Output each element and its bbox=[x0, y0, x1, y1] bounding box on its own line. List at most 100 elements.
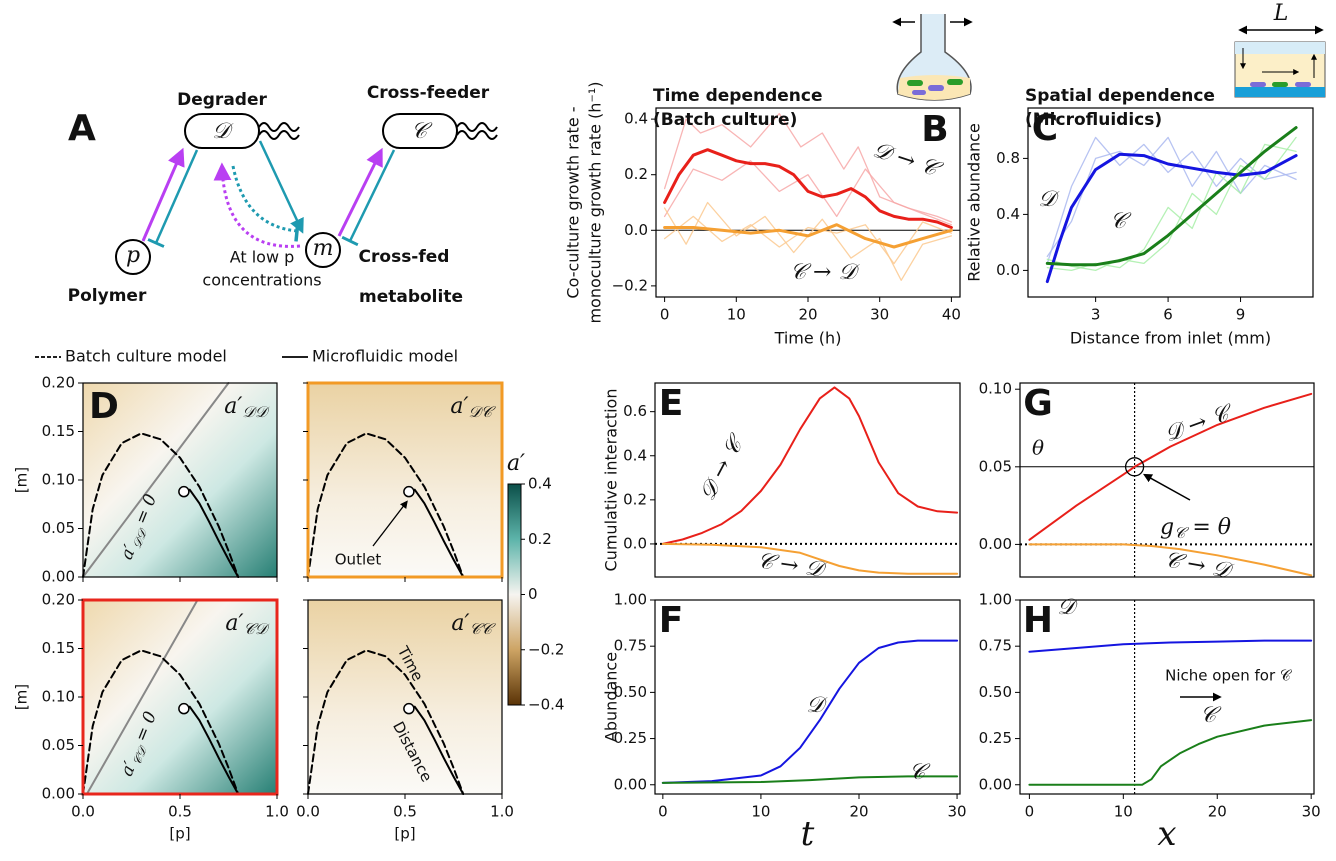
series-line bbox=[1045, 152, 1298, 284]
replicate-line bbox=[663, 215, 953, 265]
label-part: a′ bbox=[225, 611, 243, 636]
pointer-arrow bbox=[372, 500, 408, 547]
arrow bbox=[141, 147, 185, 242]
heatmap bbox=[308, 600, 502, 794]
series-line bbox=[661, 386, 959, 545]
y-tick-label: 0.50 bbox=[614, 683, 647, 701]
y-tick-label: 1.00 bbox=[979, 591, 1012, 609]
panel-letter: C bbox=[1032, 108, 1058, 149]
node bbox=[305, 232, 341, 268]
axes-frame bbox=[654, 382, 961, 578]
outlet bbox=[403, 702, 415, 715]
colorbar-tick-label: −0.2 bbox=[528, 640, 564, 658]
trajectory bbox=[82, 432, 240, 578]
panel-letter: A bbox=[68, 108, 96, 149]
x-tick-label: 3 bbox=[1091, 306, 1101, 324]
colorbar-label: a′ bbox=[507, 451, 525, 476]
label-part: a′ bbox=[451, 611, 469, 636]
y-tick-label: 0.05 bbox=[42, 519, 75, 537]
y-tick-label: 0.20 bbox=[42, 374, 75, 392]
zero-contour bbox=[85, 599, 199, 795]
arrow bbox=[213, 162, 301, 248]
label-part: g bbox=[1160, 515, 1174, 540]
legend-label: Microfluidic model bbox=[312, 347, 458, 366]
math-label: a′𝒟𝒟 bbox=[224, 394, 269, 421]
x-tick-label: 0 bbox=[1025, 803, 1035, 821]
x-tick-label: 20 bbox=[798, 306, 817, 324]
cell-label: Cross-feeder bbox=[367, 83, 490, 103]
annotation: 𝒟 bbox=[806, 693, 828, 718]
series-line bbox=[663, 148, 953, 229]
colorbar-tick-label: 0 bbox=[528, 585, 538, 603]
annotation: 𝒟 bbox=[1038, 187, 1060, 212]
x-tick-label: 1.0 bbox=[490, 803, 514, 821]
math-label: g𝒞 = θ bbox=[1160, 515, 1231, 542]
panel-letter: G bbox=[1023, 383, 1053, 424]
x-tick-label: 9 bbox=[1236, 306, 1246, 324]
series-line bbox=[1028, 719, 1313, 786]
y-tick-label: −0.2 bbox=[612, 276, 648, 294]
icon-label: L bbox=[1273, 1, 1289, 26]
series-line bbox=[661, 542, 959, 575]
chart-title: (Batch culture) bbox=[653, 110, 797, 130]
y-axis-label: [m] bbox=[13, 684, 31, 710]
pointer-arrow bbox=[1143, 473, 1191, 501]
annotation: Outlet bbox=[335, 551, 382, 569]
outlet bbox=[403, 485, 415, 498]
y-tick-label: 0.75 bbox=[614, 637, 647, 655]
trajectory bbox=[188, 705, 240, 795]
label-part: = θ bbox=[1185, 515, 1231, 540]
subscript: 𝒟𝒟 bbox=[242, 403, 269, 421]
y-tick-label: 0.15 bbox=[42, 422, 75, 440]
note: concentrations bbox=[202, 271, 321, 290]
y-tick-label: 0.00 bbox=[42, 785, 75, 803]
y-tick-label: 0.15 bbox=[42, 639, 75, 657]
y-tick-label: 0.0 bbox=[623, 534, 647, 552]
chart-title: Spatial dependence bbox=[1025, 86, 1215, 106]
x-axis-label: Time (h) bbox=[774, 329, 842, 348]
outlet bbox=[178, 485, 190, 498]
subscript: 𝒞𝒞 bbox=[470, 620, 496, 638]
y-tick-label: 0.50 bbox=[979, 683, 1012, 701]
heatmap bbox=[308, 383, 502, 577]
flagellum bbox=[456, 122, 498, 140]
threshold-label: θ bbox=[1032, 435, 1044, 459]
y-tick-label: 0.6 bbox=[623, 402, 647, 420]
trajectory bbox=[307, 649, 465, 795]
x-axis-label: Distance from inlet (mm) bbox=[1070, 329, 1271, 348]
y-tick-label: 0.0 bbox=[624, 221, 648, 239]
panel-a: A Degrader 𝒟 Cross-feeder 𝒞 p m Polymer … bbox=[68, 83, 498, 307]
subscript: 𝒞𝒟 bbox=[243, 620, 269, 638]
replicate-line bbox=[1046, 136, 1297, 258]
colorbar-tick-label: 0.4 bbox=[528, 475, 552, 493]
node-label: Polymer bbox=[68, 286, 147, 306]
y-tick-label: 0.4 bbox=[996, 205, 1020, 223]
label-part: a′ bbox=[450, 394, 468, 419]
colorbar bbox=[507, 483, 522, 706]
annotation: 𝒞 → 𝒟 bbox=[790, 260, 860, 285]
trajectory bbox=[82, 649, 240, 795]
node-symbol: p bbox=[126, 243, 140, 268]
x-tick-label: 0.0 bbox=[296, 803, 320, 821]
math-label: a′𝒟𝒞 bbox=[450, 394, 495, 421]
x-tick-label: 0.5 bbox=[393, 803, 417, 821]
x-tick-label: 30 bbox=[948, 803, 967, 821]
series-line bbox=[1028, 392, 1313, 541]
axes-frame bbox=[654, 599, 961, 795]
y-tick-label: 0.10 bbox=[979, 380, 1012, 398]
y-tick-label: 0.25 bbox=[979, 729, 1012, 747]
flagellum bbox=[258, 122, 300, 140]
cell bbox=[184, 113, 260, 149]
y-tick-label: 0.00 bbox=[979, 535, 1012, 553]
inhibition bbox=[147, 149, 199, 248]
series-line bbox=[1045, 126, 1298, 267]
y-axis-label: Cumulative interaction bbox=[602, 389, 621, 572]
x-tick-label: 10 bbox=[727, 306, 746, 324]
panel-letter: E bbox=[659, 383, 684, 424]
node-label: metabolite bbox=[359, 287, 463, 307]
marker bbox=[1124, 457, 1145, 477]
annotation: 𝒞 bbox=[1110, 209, 1132, 234]
y-tick-label: 0.10 bbox=[42, 471, 75, 489]
y-tick-label: 0.25 bbox=[614, 729, 647, 747]
